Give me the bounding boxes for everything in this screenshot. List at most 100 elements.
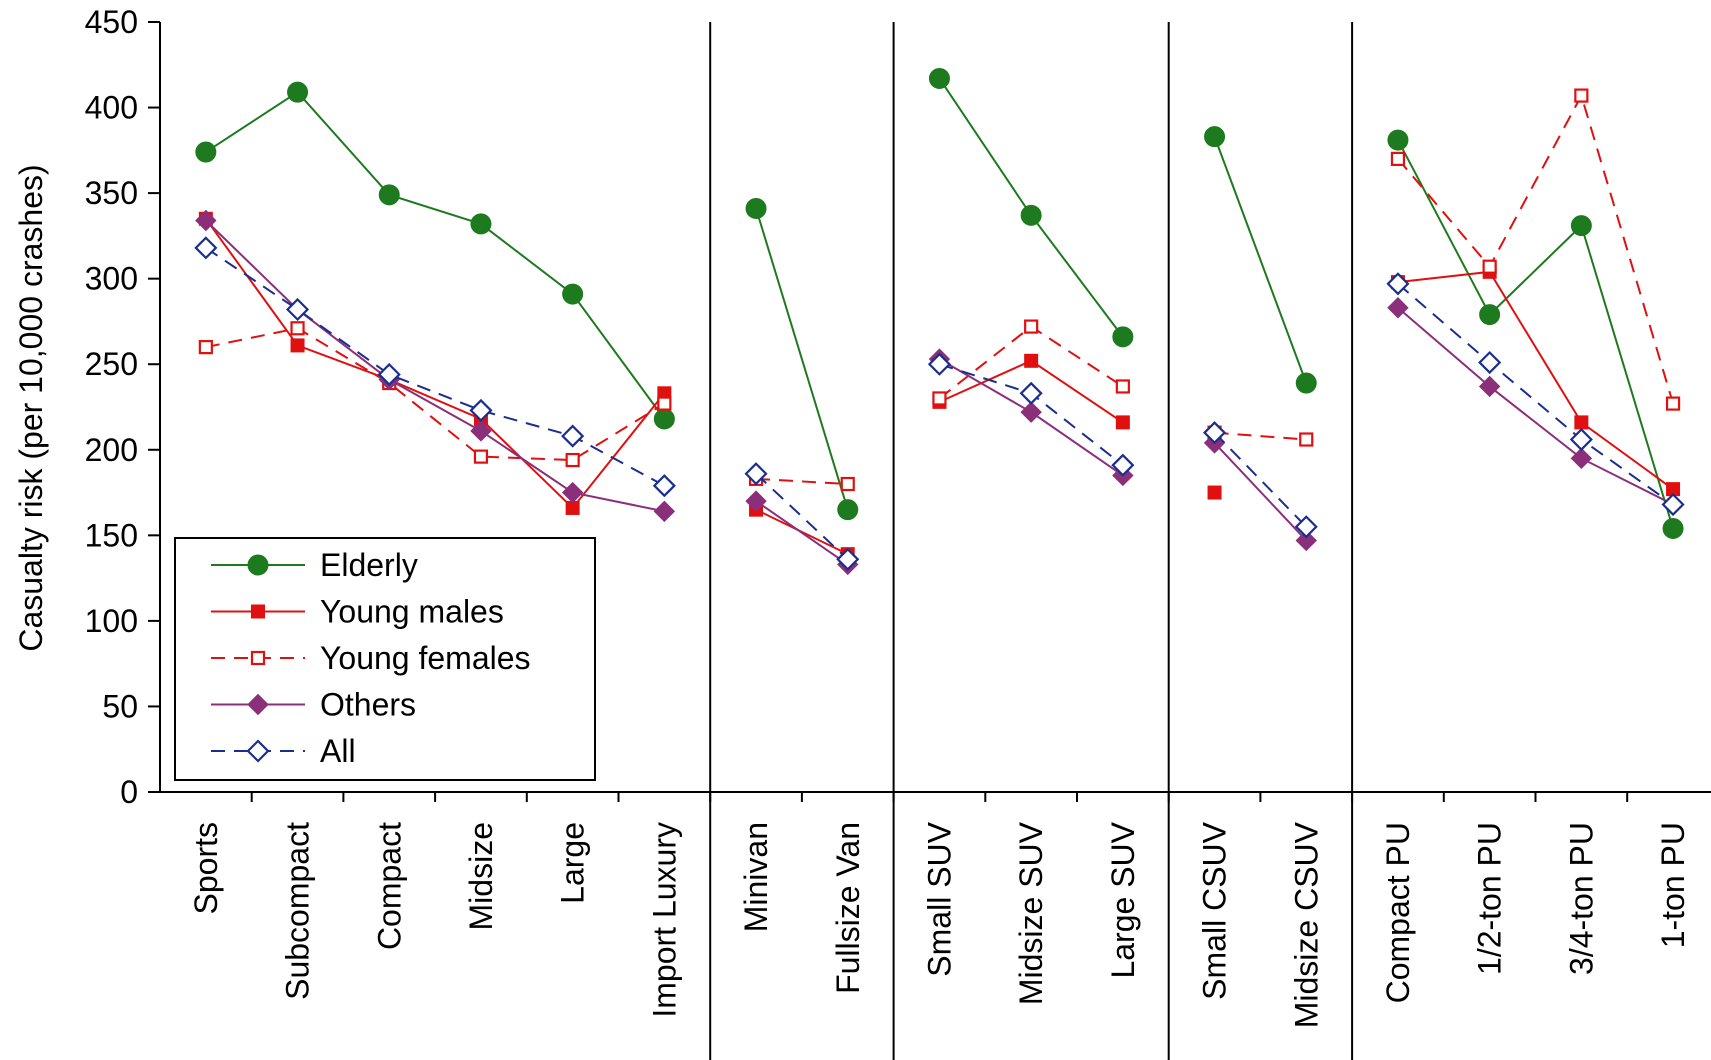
series-line-young-females [1214, 431, 1307, 441]
data-point-all [652, 474, 676, 498]
data-point-young-males [565, 500, 580, 515]
series-line-others [1213, 442, 1307, 542]
data-point-elderly [837, 499, 859, 521]
data-point-others [1478, 375, 1501, 398]
x-tick-label: Compact PU [1380, 822, 1416, 1003]
data-point-all [194, 236, 218, 260]
data-point-all [1294, 515, 1318, 539]
x-tick-label: 1/2-ton PU [1472, 822, 1508, 975]
x-tick-label: Fullsize Van [830, 822, 866, 994]
data-point-young-males [1207, 485, 1222, 500]
x-tick-label: Sports [188, 822, 224, 914]
series-line-young-females [755, 477, 848, 485]
x-tick-label: 3/4-ton PU [1563, 822, 1599, 975]
data-point-young-females [1390, 151, 1406, 166]
plot-area: 0 50 100 150 200 250 300 350 400 450 Sports Subcomp… [85, 4, 1711, 1060]
x-tick-label: 1-ton PU [1655, 822, 1691, 948]
data-point-others [1570, 447, 1593, 470]
y-tick-label: 50 [102, 688, 138, 724]
data-point-elderly [1479, 304, 1501, 326]
legend-item-elderly: Elderly [211, 547, 418, 583]
y-tick-label: 300 [85, 261, 138, 297]
y-tick-label: 450 [85, 4, 138, 40]
legend-marker [250, 650, 266, 666]
y-tick-label: 100 [85, 603, 138, 639]
y-tick-label: 250 [85, 346, 138, 382]
data-point-all [469, 398, 493, 422]
legend-label: Others [320, 687, 416, 723]
y-tick-label: 400 [85, 90, 138, 126]
data-point-others [745, 490, 767, 512]
series-line-elderly [755, 208, 849, 510]
x-tick-label: Midsize SUV [1013, 821, 1049, 1005]
data-point-young-males [1115, 415, 1130, 430]
series-line-all [755, 473, 849, 561]
series-line-all [1213, 431, 1307, 528]
data-point-others [561, 481, 584, 504]
series-line-others [205, 219, 665, 513]
x-tick-label: Import Luxury [646, 822, 682, 1018]
data-point-young-males [1574, 415, 1589, 430]
x-tick-label: Small SUV [921, 821, 957, 976]
x-tick-label: Midsize CSUV [1288, 821, 1324, 1028]
data-point-elderly [1387, 129, 1409, 151]
data-point-all [744, 462, 768, 486]
x-tick-label: Small CSUV [1197, 821, 1233, 999]
series-all [194, 236, 1685, 571]
data-point-elderly [745, 198, 767, 220]
data-point-young-males [290, 338, 305, 353]
legend-item-others: Others [211, 687, 416, 723]
data-point-others [1387, 297, 1409, 319]
legend-label: Elderly [320, 547, 418, 583]
data-point-others [1295, 529, 1317, 552]
data-point-elderly [378, 184, 400, 206]
data-point-all [1569, 427, 1593, 452]
y-axis-title: Casualty risk (per 10,000 crashes) [13, 164, 49, 651]
data-point-all [927, 352, 952, 376]
legend-item-all: All [211, 733, 356, 769]
data-point-all [836, 547, 860, 571]
data-point-others [195, 209, 217, 232]
data-point-all [1478, 350, 1502, 375]
x-tick-label: Large SUV [1105, 821, 1141, 978]
legend-marker [247, 554, 269, 576]
data-point-all [1019, 381, 1043, 405]
data-point-young-females [1024, 319, 1039, 334]
x-tick-label: Subcompact [280, 822, 316, 1000]
data-point-elderly [1020, 204, 1042, 226]
data-point-young-males [1024, 353, 1039, 368]
data-point-young-females [657, 396, 672, 411]
data-point-young-females [1574, 88, 1589, 103]
series-line-young-females [1397, 92, 1675, 404]
data-point-all [285, 297, 310, 322]
data-point-all [1386, 272, 1410, 296]
data-point-elderly [1570, 215, 1592, 237]
data-point-elderly [928, 67, 950, 89]
data-point-elderly [1204, 126, 1226, 148]
y-tick-label: 0 [120, 774, 138, 810]
legend-label: Young males [320, 594, 504, 630]
legend-label: All [320, 733, 356, 769]
data-point-others [470, 420, 492, 442]
series-line-elderly [1397, 139, 1675, 529]
data-point-all [377, 362, 401, 387]
data-point-elderly [287, 81, 309, 103]
data-point-all [561, 424, 585, 448]
x-tick-label: Midsize [463, 822, 499, 930]
series-line-young-males [1397, 270, 1674, 490]
y-tick-label: 350 [85, 175, 138, 211]
data-point-elderly [1112, 326, 1134, 348]
data-point-young-females [1665, 396, 1681, 411]
legend-item-young-females: Young females [211, 640, 531, 676]
data-point-all [1202, 421, 1227, 445]
data-point-elderly [1662, 517, 1684, 539]
series-line-elderly [1213, 136, 1308, 384]
data-point-elderly [562, 283, 584, 305]
y-tick-label: 200 [85, 432, 138, 468]
data-point-young-females [1115, 379, 1130, 394]
legend-marker [246, 739, 270, 763]
legend-item-young-males: Young males [211, 594, 504, 630]
data-point-elderly [653, 408, 675, 430]
series-line-others [1397, 306, 1674, 506]
